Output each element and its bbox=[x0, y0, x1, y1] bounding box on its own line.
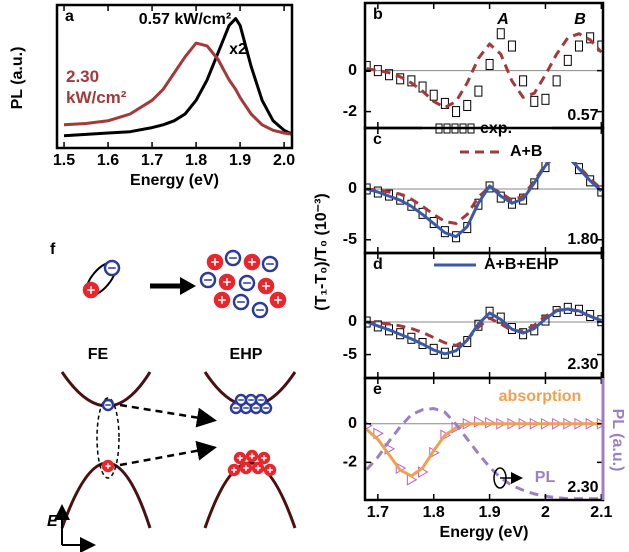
data-point bbox=[407, 75, 416, 87]
data-point bbox=[541, 93, 550, 105]
ehp-label: EHP bbox=[230, 346, 263, 363]
data-point bbox=[463, 99, 472, 111]
y-axis-label: PL (a.u.) bbox=[9, 47, 26, 110]
annotation: absorption bbox=[499, 388, 582, 405]
data-point bbox=[519, 328, 528, 340]
panel-label: d bbox=[373, 256, 383, 273]
x-tick-label: 1.5 bbox=[53, 152, 75, 169]
x-tick-label: 1.7 bbox=[367, 504, 389, 521]
series-label: 2.30 kW/cm² bbox=[66, 67, 127, 107]
y-tick-label: 0 bbox=[348, 62, 357, 79]
series-line bbox=[63, 41, 292, 136]
plot-area bbox=[365, 407, 603, 500]
series-line bbox=[365, 407, 602, 500]
y-tick-label: 0 bbox=[348, 313, 357, 330]
series-label: 0.57 kW/cm² bbox=[139, 11, 231, 28]
x-axis-label: Energy (eV) bbox=[130, 172, 219, 189]
data-point bbox=[530, 95, 539, 107]
data-point bbox=[474, 85, 483, 97]
exciton-outline bbox=[96, 397, 120, 479]
plot-frame bbox=[55, 3, 294, 150]
data-point bbox=[429, 89, 438, 101]
fe-label: FE bbox=[88, 346, 109, 363]
data-point bbox=[552, 75, 561, 87]
legend-bg bbox=[426, 255, 556, 275]
energy-axis-label: E bbox=[47, 513, 59, 530]
x-tick-label: 1.6 bbox=[97, 152, 119, 169]
arrow-head bbox=[180, 277, 196, 295]
series-line bbox=[366, 307, 602, 356]
data-point bbox=[473, 415, 485, 428]
annotation: 0.57 bbox=[567, 107, 598, 124]
series-line bbox=[63, 17, 292, 138]
x-tick-label: 2.0 bbox=[273, 152, 295, 169]
data-point bbox=[385, 69, 394, 81]
y-tick-label: 0 bbox=[348, 180, 357, 197]
data-point bbox=[463, 222, 472, 234]
data-point bbox=[507, 40, 516, 52]
data-point bbox=[485, 58, 494, 70]
data-point bbox=[496, 28, 505, 40]
annotation: PL bbox=[535, 469, 556, 486]
series-line bbox=[365, 422, 602, 478]
data-point bbox=[597, 185, 603, 197]
x-tick-label: 1.9 bbox=[478, 504, 500, 521]
panel-label: b bbox=[373, 6, 383, 23]
data-point bbox=[452, 106, 461, 118]
panel-label: c bbox=[373, 131, 382, 148]
panel-label: a bbox=[65, 8, 74, 25]
data-point bbox=[440, 97, 449, 109]
valence-band bbox=[60, 461, 152, 529]
plot-area bbox=[365, 302, 603, 359]
x-tick-label: 1.9 bbox=[229, 152, 251, 169]
data-point bbox=[365, 61, 371, 73]
y-tick-label: -2 bbox=[343, 103, 357, 120]
data-point bbox=[373, 427, 384, 440]
plot-area bbox=[365, 28, 603, 118]
y-axis-label: (T₁-T₀)/T₀ (10⁻³) bbox=[313, 193, 330, 310]
legend-bg bbox=[452, 142, 582, 162]
plot-area bbox=[365, 149, 603, 243]
panel-label: f bbox=[50, 241, 56, 258]
series-line bbox=[366, 307, 602, 347]
annotation: B bbox=[574, 11, 586, 28]
y-tick-label: -2 bbox=[343, 454, 357, 471]
data-point bbox=[574, 40, 583, 52]
data-point bbox=[586, 32, 595, 44]
y-tick-label: 0 bbox=[348, 415, 357, 432]
data-point bbox=[485, 181, 494, 193]
dashed-arrow bbox=[119, 403, 217, 428]
x-tick-label: 1.8 bbox=[423, 504, 445, 521]
y-tick-label: -5 bbox=[343, 346, 357, 363]
legend-label: A+B+EHP bbox=[484, 256, 559, 273]
x-axis-label: Energy (eV) bbox=[440, 524, 529, 541]
x-tick-label: 1.7 bbox=[141, 152, 163, 169]
annotation: 2.30 bbox=[567, 479, 598, 496]
data-point bbox=[440, 429, 451, 442]
annotation: 1.80 bbox=[567, 231, 598, 248]
y-tick-label: -5 bbox=[343, 231, 357, 248]
annotation: x2 bbox=[229, 41, 247, 58]
annotation: 2.30 bbox=[567, 356, 598, 373]
x-tick-label: 1.8 bbox=[185, 152, 207, 169]
data-point bbox=[563, 54, 572, 66]
dashed-arrow bbox=[119, 440, 217, 467]
x-tick-label: 2.1 bbox=[590, 504, 612, 521]
panel-label: e bbox=[373, 381, 382, 398]
diagram: f FE EHP E bbox=[47, 241, 297, 552]
legend-label: A+B bbox=[510, 143, 542, 160]
plot-area bbox=[63, 17, 292, 138]
x-tick-label: 2 bbox=[541, 504, 550, 521]
y2-axis-label: PL (a.u.) bbox=[609, 409, 626, 472]
data-point bbox=[519, 75, 528, 87]
annotation: A bbox=[496, 11, 509, 28]
